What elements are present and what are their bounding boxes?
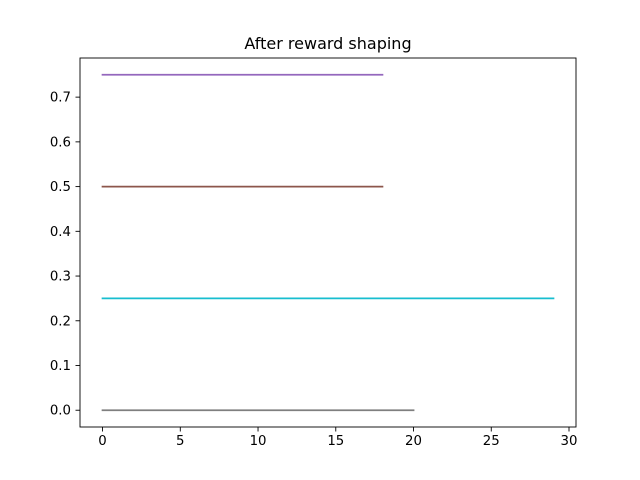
y-tick-label: 0.3 <box>50 270 71 285</box>
x-tick-label: 25 <box>483 434 500 449</box>
chart-title: After reward shaping <box>244 34 411 53</box>
y-tick-label: 0.0 <box>50 404 71 419</box>
axes-layer: 0 5 10 15 20 25 30 0.0 0.1 0.2 0.3 0.4 0.5 0.6 0.7 <box>50 57 578 449</box>
y-tick-label: 0.5 <box>50 180 71 195</box>
x-tick-label: 5 <box>176 434 184 449</box>
y-tick-label: 0.6 <box>50 135 71 150</box>
y-tick-label: 0.4 <box>50 225 71 240</box>
series-layer <box>101 73 555 412</box>
x-tick-label: 10 <box>250 434 267 449</box>
x-tick-label: 30 <box>561 434 578 449</box>
axes-frame <box>79 57 577 428</box>
y-tick-label: 0.2 <box>50 314 71 329</box>
x-tick-label: 20 <box>405 434 422 449</box>
x-tick-label: 0 <box>98 434 106 449</box>
x-tick-label: 15 <box>327 434 344 449</box>
y-tick-label: 0.7 <box>50 91 71 106</box>
y-tick-label: 0.1 <box>50 359 71 374</box>
